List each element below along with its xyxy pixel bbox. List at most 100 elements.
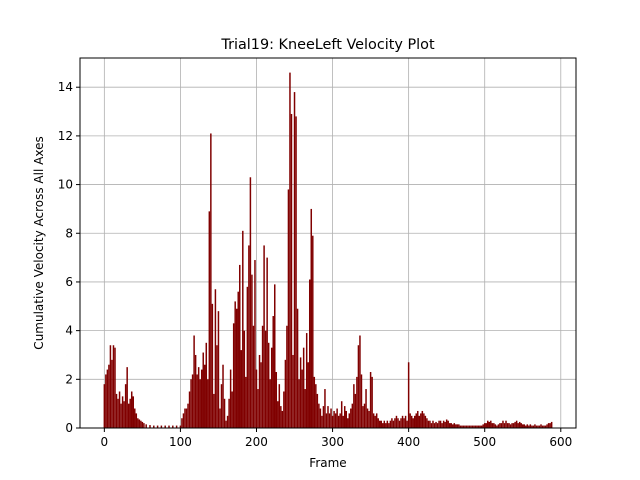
velocity-bar (517, 423, 519, 428)
velocity-bar (242, 230, 244, 428)
velocity-bar (197, 367, 200, 428)
velocity-bar (316, 393, 319, 428)
y-tick-label: 8 (65, 226, 73, 240)
velocity-bar (188, 391, 191, 428)
velocity-bar (225, 420, 227, 428)
velocity-bar (488, 421, 491, 428)
velocity-bar (458, 424, 460, 428)
velocity-bar (409, 413, 411, 428)
velocity-bar (106, 369, 109, 428)
velocity-bar (471, 425, 474, 428)
velocity-bar (455, 424, 457, 428)
velocity-bar (109, 345, 112, 428)
velocity-bar (336, 408, 338, 428)
velocity-bar (394, 418, 396, 428)
velocity-bar (382, 423, 384, 428)
velocity-bar (388, 423, 390, 428)
velocity-bar (211, 303, 214, 428)
velocity-bar (301, 369, 303, 428)
velocity-bar (456, 424, 459, 428)
velocity-bar (540, 424, 542, 428)
velocity-bar (258, 354, 261, 428)
chart-title: Trial19: KneeLeft Velocity Plot (220, 37, 435, 53)
velocity-bar (427, 420, 430, 428)
velocity-bar (289, 72, 291, 429)
velocity-bar (531, 425, 533, 428)
velocity-bar (462, 425, 465, 428)
velocity-bar (304, 389, 306, 428)
velocity-bar (445, 419, 448, 428)
velocity-bar (328, 413, 331, 428)
x-tick-label: 300 (321, 435, 344, 449)
velocity-bar (284, 359, 287, 428)
velocity-bar (307, 362, 309, 428)
velocity-bar (156, 425, 159, 428)
velocity-bar (318, 403, 320, 428)
velocity-bar (494, 424, 497, 428)
velocity-bar (229, 369, 232, 428)
velocity-bar (485, 423, 487, 428)
velocity-bar (239, 264, 241, 428)
velocity-bar (378, 420, 381, 428)
velocity-bar (137, 418, 139, 428)
velocity-bar (340, 401, 343, 428)
velocity-bar (305, 333, 308, 428)
velocity-bar (447, 420, 449, 428)
bar-series (103, 72, 553, 429)
velocity-bar (334, 413, 337, 428)
velocity-bar (415, 413, 417, 428)
velocity-bar (403, 418, 405, 428)
velocity-bar (339, 413, 341, 428)
x-tick-label: 100 (169, 435, 192, 449)
velocity-bar (272, 316, 274, 428)
velocity-bar (450, 423, 452, 428)
velocity-bar (232, 323, 235, 428)
velocity-bar (194, 354, 197, 428)
velocity-bar (330, 408, 332, 428)
velocity-bar (362, 406, 364, 428)
velocity-bar (298, 379, 300, 428)
velocity-bar (123, 401, 125, 428)
velocity-bar (371, 376, 373, 428)
velocity-bar (366, 408, 369, 428)
velocity-bar (222, 364, 224, 428)
velocity-bar (115, 393, 118, 428)
velocity-bar (363, 403, 366, 428)
velocity-bar (515, 420, 518, 428)
velocity-bar (493, 423, 495, 428)
velocity-bar (391, 418, 393, 428)
velocity-bar (383, 420, 386, 428)
velocity-bar (468, 425, 471, 428)
velocity-bar (234, 301, 236, 428)
velocity-bar (351, 403, 354, 428)
velocity-bar (360, 374, 363, 428)
velocity-bar (235, 308, 238, 428)
velocity-bar (424, 415, 427, 428)
velocity-bar (324, 389, 326, 428)
velocity-bar (413, 415, 416, 428)
y-axis-label: Cumulative Velocity Across All Axes (32, 136, 46, 349)
velocity-bar (172, 425, 174, 428)
axes-border (79, 57, 577, 429)
velocity-bar (467, 425, 469, 428)
velocity-bar (436, 423, 439, 428)
velocity-bar (480, 425, 483, 428)
velocity-bar (476, 425, 478, 428)
velocity-bar (117, 398, 119, 428)
velocity-bar (149, 425, 151, 428)
velocity-bar (260, 362, 262, 428)
velocity-bar (397, 418, 399, 428)
plot-area (80, 58, 576, 428)
velocity-bar (138, 419, 141, 428)
y-tick-label: 6 (65, 275, 73, 289)
y-tick-label: 14 (58, 80, 73, 94)
velocity-bar (398, 420, 401, 428)
velocity-bar (543, 425, 545, 428)
velocity-bar (406, 420, 408, 428)
velocity-bar (280, 406, 282, 428)
velocity-bar (127, 403, 130, 428)
velocity-bar (432, 420, 434, 428)
velocity-bar (502, 420, 504, 428)
velocity-bar (319, 408, 322, 428)
velocity-bar (196, 374, 198, 428)
